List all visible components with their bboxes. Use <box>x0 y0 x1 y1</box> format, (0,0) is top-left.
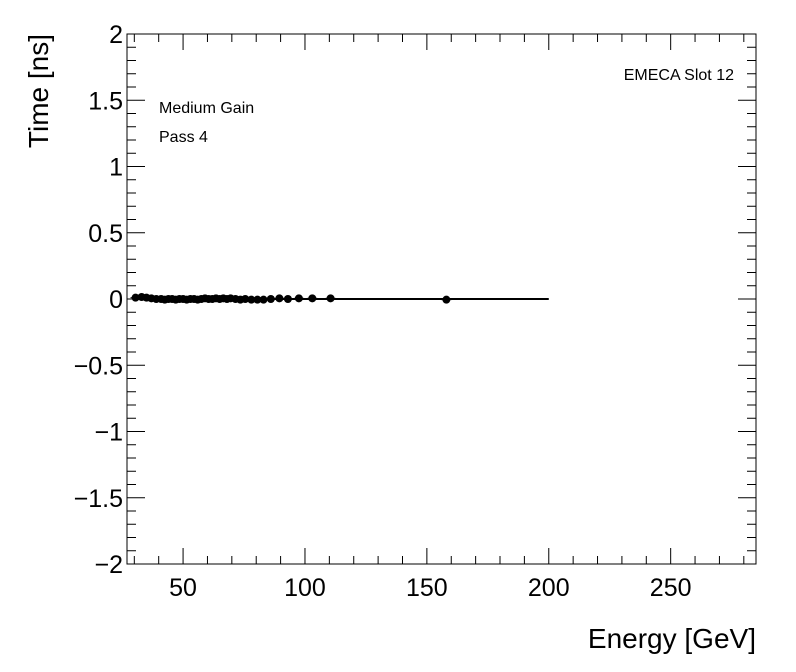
y-tick-label: −2 <box>94 551 123 579</box>
data-point <box>266 295 275 303</box>
x-tick-label: 250 <box>650 574 692 602</box>
x-axis-ticks <box>133 34 745 564</box>
y-tick-label: 1.5 <box>88 87 123 115</box>
y-tick-label: 2 <box>109 21 123 49</box>
y-axis-title: Time [ns] <box>23 34 54 148</box>
slot-label: EMECA Slot 12 <box>624 67 734 84</box>
x-tick-label: 200 <box>528 574 570 602</box>
data-point <box>294 294 303 303</box>
x-tick-label: 150 <box>406 574 448 602</box>
data-point <box>283 295 292 303</box>
x-tick-label: 100 <box>284 574 326 602</box>
y-tick-label: 1 <box>109 154 123 182</box>
data-point <box>442 295 451 304</box>
y-axis-tick-labels: −2 −1.5 −1 −0.5 0 0.5 1 1.5 2 <box>74 21 123 579</box>
data-point <box>247 295 256 304</box>
gain-label: Medium Gain <box>159 100 254 117</box>
y-tick-label: 0 <box>109 286 123 314</box>
x-tick-label: 50 <box>169 574 197 602</box>
data-point <box>241 295 250 303</box>
data-point <box>275 294 284 303</box>
data-points <box>130 293 452 304</box>
data-point <box>308 294 317 303</box>
pass-label: Pass 4 <box>159 129 208 146</box>
data-point <box>326 294 335 303</box>
data-point <box>253 295 262 304</box>
data-point <box>259 295 268 304</box>
y-tick-label: −0.5 <box>74 352 123 380</box>
x-axis-tick-labels: 50 100 150 200 250 <box>169 574 691 602</box>
x-axis-title: Energy [GeV] <box>588 623 756 654</box>
y-tick-label: −1.5 <box>74 485 123 513</box>
data-point <box>131 293 140 302</box>
y-tick-label: 0.5 <box>88 220 123 248</box>
y-axis-ticks <box>127 33 756 565</box>
y-tick-label: −1 <box>94 419 123 447</box>
